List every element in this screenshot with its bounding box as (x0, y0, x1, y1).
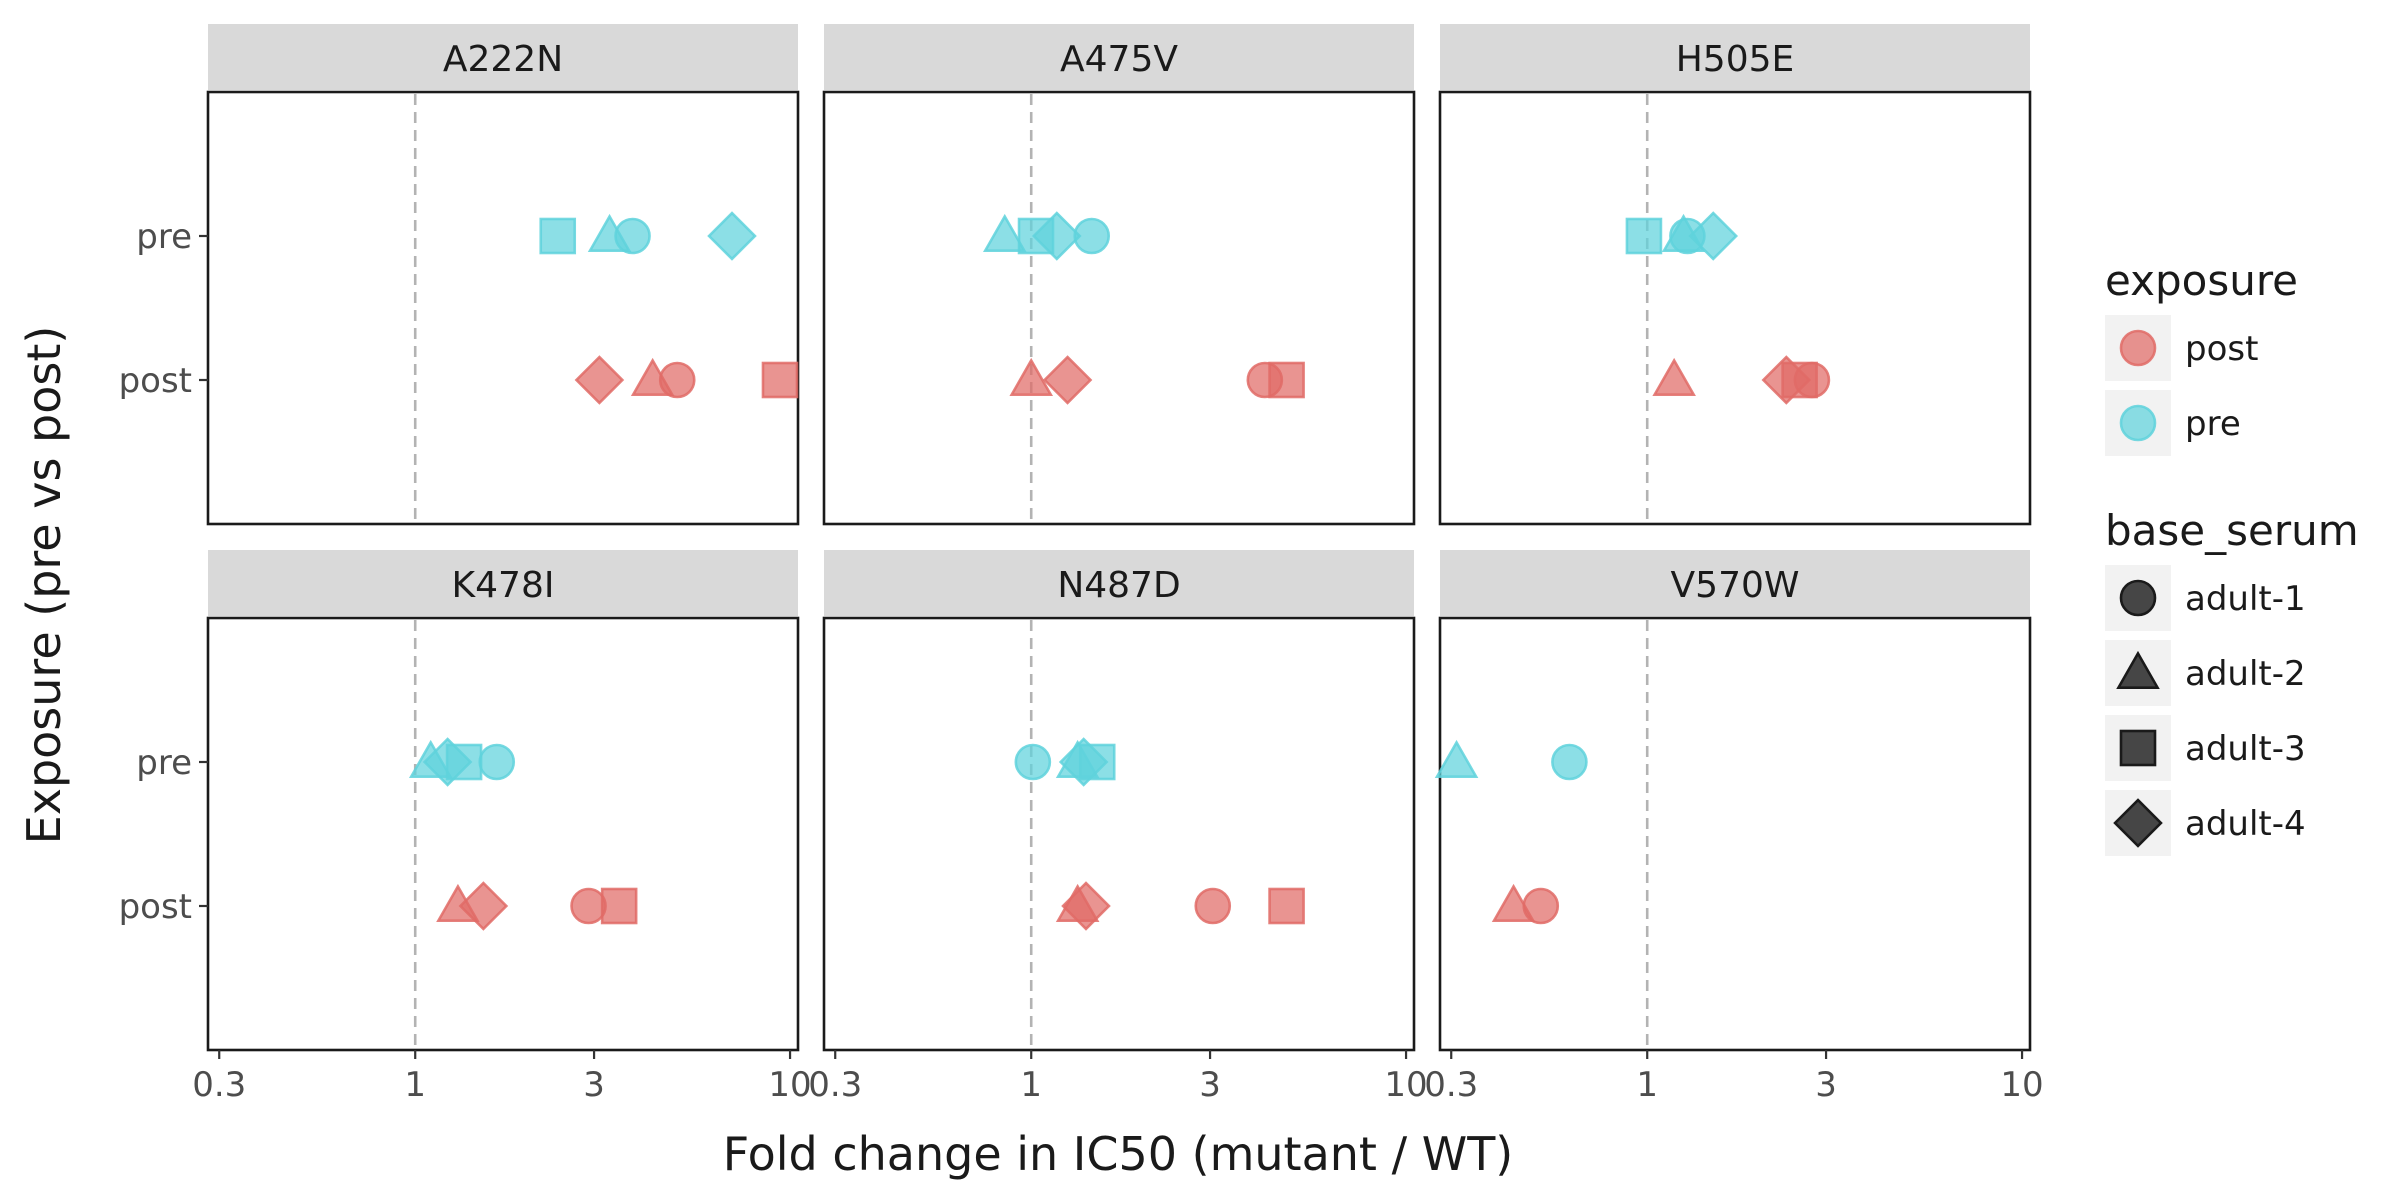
facet-panel-h505e: H505E (1438, 24, 2032, 526)
legend-label: adult-3 (2185, 729, 2306, 769)
legend-key-diamond (2113, 798, 2163, 848)
facet-strip-label: N487D (1057, 565, 1180, 606)
data-point-adult-3-pre (539, 217, 577, 255)
x-tick-label: 0.3 (808, 1065, 862, 1105)
x-tick-label: 0.3 (1424, 1065, 1478, 1105)
data-point-adult-2-post (1009, 357, 1054, 396)
legend-item-pre: pre (2105, 390, 2241, 456)
legend-item-adult-2: adult-2 (2105, 640, 2306, 706)
data-point-adult-1-post (1194, 887, 1232, 925)
facet-panel-k478i: K478I post pre 0.3 1 3 10 (119, 550, 812, 1105)
data-point-adult-2-post (1652, 357, 1696, 396)
x-tick-label: 3 (1815, 1065, 1837, 1105)
legend-label: adult-1 (2185, 579, 2306, 619)
legend-label: post (2185, 329, 2258, 369)
x-axis-title: Fold change in IC50 (mutant / WT) (723, 1127, 1513, 1181)
data-point-adult-4-pre (1058, 737, 1109, 787)
legend-title-exposure: exposure (2105, 256, 2298, 305)
data-point-adult-3-post (1268, 361, 1305, 399)
y-tick-label: post (119, 361, 192, 401)
legend-label: pre (2185, 404, 2241, 444)
facet-strip-label: K478I (452, 565, 555, 606)
data-point-adult-4-pre (707, 211, 757, 261)
x-tick-label: 3 (1199, 1065, 1221, 1105)
facet-strip (1440, 24, 2030, 90)
data-point-adult-1-post (570, 887, 607, 925)
x-tick-label: 10 (2000, 1065, 2043, 1105)
facet-strip (208, 550, 798, 616)
data-point-adult-4-post (574, 355, 625, 405)
data-point-adult-3-post (1268, 887, 1305, 925)
data-point-adult-4-post (458, 881, 509, 931)
data-point-adult-4-post (1061, 881, 1111, 931)
data-point-adult-2-pre (1434, 739, 1479, 778)
data-point-adult-3-post (761, 361, 799, 399)
x-tick-label: 1 (1020, 1065, 1042, 1105)
facet-strip-label: H505E (1676, 39, 1795, 80)
facet-strip (824, 550, 1414, 616)
data-point-adult-2-post (630, 357, 675, 396)
facet-strip (824, 24, 1414, 90)
data-point-adult-4-post (1761, 355, 1812, 405)
x-tick-label: 3 (583, 1065, 605, 1105)
y-tick-label: pre (136, 217, 192, 257)
legend-key-square (2119, 729, 2157, 767)
legend-title-base-serum: base_serum (2105, 506, 2359, 555)
y-axis-title: Exposure (pre vs post) (17, 326, 71, 845)
facet-strip-label: A222N (443, 39, 563, 80)
facet-strip (1440, 550, 2030, 616)
x-tick-label: 0.3 (192, 1065, 246, 1105)
panel-area (822, 90, 1416, 526)
data-point-adult-4-pre (422, 737, 473, 787)
facet-strip-label: V570W (1671, 565, 1800, 606)
panel-area (1438, 90, 2032, 526)
data-point-adult-1-pre (1551, 743, 1588, 781)
x-tick-label: 1 (1636, 1065, 1658, 1105)
panel-area (1438, 616, 2032, 1052)
legend: exposure post pre base_serum adult-1 adult-2 a… (2105, 256, 2359, 856)
panel-area (206, 90, 800, 526)
legend-item-adult-4: adult-4 (2105, 790, 2306, 856)
legend-label: adult-4 (2185, 804, 2306, 844)
panel-area (822, 616, 1416, 1052)
legend-key-circle (2119, 579, 2157, 617)
x-tick-label: 10 (1384, 1065, 1427, 1105)
legend-label: adult-2 (2185, 654, 2306, 694)
data-point-adult-2-pre (587, 213, 632, 252)
legend-key-post (2119, 329, 2157, 367)
x-tick-label: 10 (768, 1065, 811, 1105)
data-point-adult-4-pre (1688, 211, 1739, 261)
facet-strip (208, 24, 798, 90)
panel-area (206, 616, 800, 1052)
data-point-adult-1-pre (478, 743, 516, 781)
legend-item-adult-3: adult-3 (2105, 715, 2306, 781)
facet-strip-label: A475V (1060, 39, 1178, 80)
facet-panels: A222N post pre A475V H505E K478I post pre 0.3 1 3 1… (119, 24, 2044, 1105)
legend-item-adult-1: adult-1 (2105, 565, 2306, 631)
facet-panel-a475v: A475V (822, 24, 1416, 526)
data-point-adult-2-pre (982, 213, 1027, 252)
y-tick-label: post (119, 887, 192, 927)
facet-panel-v570w: V570W 0.3 1 3 10 (1424, 550, 2044, 1105)
data-point-adult-2-post (1491, 883, 1536, 922)
facet-panel-n487d: N487D 0.3 1 3 10 (808, 550, 1428, 1105)
facet-panel-a222n: A222N post pre (119, 24, 800, 526)
legend-key-triangle (2116, 650, 2160, 689)
data-point-adult-4-post (1042, 355, 1093, 405)
data-point-adult-3-pre (1625, 217, 1663, 255)
y-tick-label: pre (136, 743, 192, 783)
data-point-adult-4-pre (1031, 211, 1082, 261)
legend-item-post: post (2105, 315, 2258, 381)
data-point-adult-1-pre (1014, 743, 1052, 781)
legend-key-pre (2119, 404, 2157, 442)
x-tick-label: 1 (404, 1065, 426, 1105)
data-point-adult-3-post (600, 887, 638, 925)
